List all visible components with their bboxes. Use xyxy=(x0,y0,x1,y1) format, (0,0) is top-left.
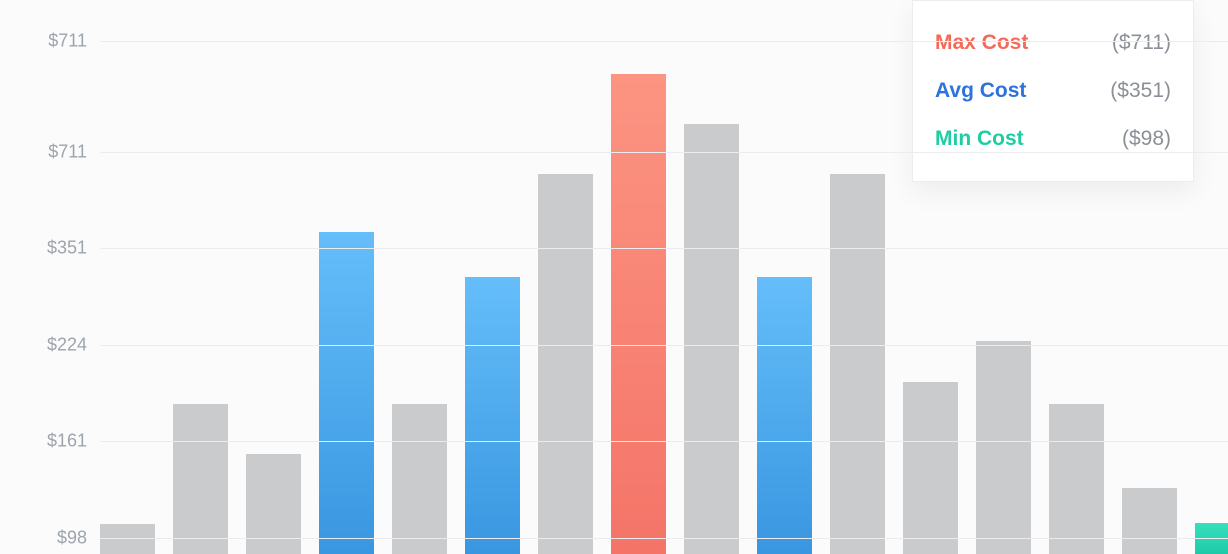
y-tick-label: $161 xyxy=(47,431,87,452)
y-axis: $711 $711 $351 $224 $161 $98 xyxy=(0,0,95,554)
bar-blue xyxy=(757,277,812,554)
bar-gray xyxy=(1122,488,1177,554)
bar-gray xyxy=(392,404,447,554)
gridline xyxy=(100,538,1228,539)
cost-bar-chart: $711 $711 $351 $224 $161 $98 Max Cost ($711) … xyxy=(0,0,1228,554)
gridline xyxy=(100,441,1228,442)
bar-blue xyxy=(465,277,520,554)
legend-label-min: Min Cost xyxy=(935,127,1024,151)
bar-red xyxy=(611,74,666,554)
bar-blue xyxy=(319,232,374,554)
bar-gray xyxy=(684,124,739,554)
y-tick-label: $98 xyxy=(57,528,87,549)
gridline xyxy=(100,152,1228,153)
bar-gray xyxy=(246,454,301,554)
y-tick-label: $224 xyxy=(47,335,87,356)
legend-label-avg: Avg Cost xyxy=(935,79,1026,103)
legend-row-min: Min Cost ($98) xyxy=(935,115,1171,163)
legend-row-avg: Avg Cost ($351) xyxy=(935,67,1171,115)
gridline xyxy=(100,345,1228,346)
gridline xyxy=(100,41,1228,42)
y-tick-label: $711 xyxy=(48,142,87,163)
gridline xyxy=(100,248,1228,249)
bar-gray xyxy=(100,524,155,554)
legend-row-max: Max Cost ($711) xyxy=(935,19,1171,67)
legend-value-max: ($711) xyxy=(1112,31,1171,55)
bar-gray xyxy=(173,404,228,554)
legend-box: Max Cost ($711) Avg Cost ($351) Min Cost… xyxy=(912,0,1194,182)
y-tick-label: $711 xyxy=(48,31,87,52)
bar-gray xyxy=(976,341,1031,554)
bar-gray xyxy=(903,382,958,554)
bar-gray xyxy=(1049,404,1104,554)
bar-gray xyxy=(538,174,593,554)
legend-value-min: ($98) xyxy=(1122,127,1171,151)
bar-gray xyxy=(830,174,885,554)
legend-label-max: Max Cost xyxy=(935,31,1028,55)
y-tick-label: $351 xyxy=(47,238,87,259)
legend-value-avg: ($351) xyxy=(1110,79,1171,103)
